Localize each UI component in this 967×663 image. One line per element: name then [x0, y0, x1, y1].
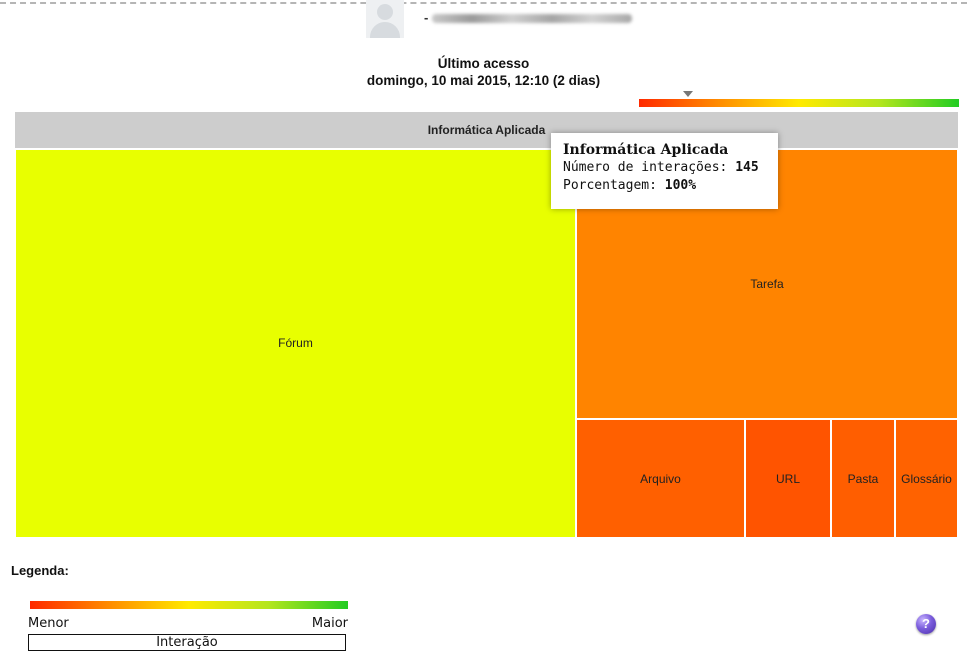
tooltip-interactions-row: Número de interações: 145	[563, 159, 766, 177]
treemap-cell-arquivo[interactable]: Arquivo	[576, 419, 745, 538]
legend-caption: Interação	[28, 634, 346, 651]
last-access-datetime: domingo, 10 mai 2015, 12:10 (2 dias)	[366, 73, 601, 88]
legend-max-label: Maior	[311, 616, 348, 631]
treemap-cell-label: Pasta	[847, 472, 879, 486]
tooltip-percentage-row: Porcentagem: 100%	[563, 177, 766, 195]
user-name-prefix: -	[424, 10, 429, 25]
treemap-cell-forum[interactable]: Fórum	[15, 149, 576, 538]
interaction-scale-bar	[639, 99, 959, 107]
treemap-cell-label: Glossário	[901, 472, 952, 486]
treemap-tooltip: Informática Aplicada Número de interaçõe…	[551, 133, 778, 209]
redacted-user-name	[432, 14, 633, 24]
treemap-root-label: Informática Aplicada	[427, 123, 546, 137]
legend-gradient-bar	[30, 601, 348, 609]
user-avatar[interactable]	[366, 0, 404, 38]
treemap-cell-label: Arquivo	[640, 472, 681, 486]
treemap-cell-label: Fórum	[278, 336, 313, 350]
tooltip-percentage-value: 100%	[664, 178, 697, 193]
last-access-info: Último acesso domingo, 10 mai 2015, 12:1…	[300, 55, 667, 89]
user-name[interactable]: -	[424, 10, 633, 25]
treemap-cell-label: URL	[775, 472, 800, 486]
treemap-cell-pasta[interactable]: Pasta	[831, 419, 895, 538]
treemap-cell-glossario[interactable]: Glossário	[895, 419, 958, 538]
tooltip-percentage-label: Porcentagem:	[563, 178, 657, 193]
tooltip-interactions-label: Número de interações:	[563, 160, 728, 175]
legend-title: Legenda:	[11, 563, 69, 578]
scale-marker-icon	[683, 91, 693, 97]
treemap-body: Fórum Tarefa Arquivo URL Pasta Glossário	[15, 149, 958, 538]
legend-min-label: Menor	[28, 616, 69, 631]
avatar-head-shape	[377, 4, 393, 20]
dashed-top-border	[0, 2, 967, 4]
treemap-cell-url[interactable]: URL	[745, 419, 831, 538]
tooltip-interactions-value: 145	[735, 160, 759, 175]
tooltip-title: Informática Aplicada	[563, 142, 729, 158]
treemap-root-header[interactable]: Informática Aplicada	[15, 112, 958, 148]
avatar-body-shape	[370, 22, 400, 38]
last-access-label: Último acesso	[437, 56, 530, 71]
help-icon[interactable]: ?	[916, 614, 936, 634]
treemap-cell-label: Tarefa	[750, 277, 784, 291]
